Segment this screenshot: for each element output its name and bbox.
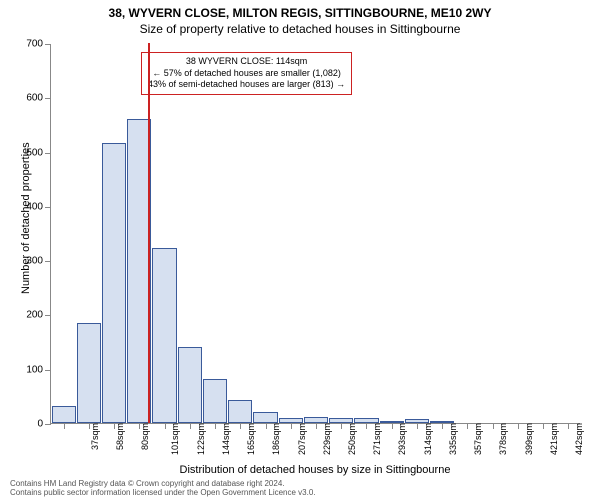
y-tick <box>45 424 51 425</box>
y-tick-label: 0 <box>37 419 43 430</box>
footer-line-2: Contains public sector information licen… <box>10 488 316 498</box>
footer-text: Contains HM Land Registry data © Crown c… <box>10 479 316 498</box>
x-tick-label: 229sqm <box>322 423 332 455</box>
x-tick <box>139 423 140 429</box>
y-tick-label: 500 <box>26 147 43 158</box>
annotation-line-1: 38 WYVERN CLOSE: 114sqm <box>148 56 345 68</box>
histogram-bar <box>102 143 126 423</box>
x-tick-label: 144sqm <box>221 423 231 455</box>
y-tick-label: 600 <box>26 93 43 104</box>
histogram-bar <box>52 406 76 423</box>
footer-line-1: Contains HM Land Registry data © Crown c… <box>10 479 316 489</box>
y-tick-label: 300 <box>26 256 43 267</box>
histogram-bar <box>253 412 277 423</box>
chart-area: 38 WYVERN CLOSE: 114sqm ← 57% of detache… <box>50 44 580 424</box>
chart-title-1: 38, WYVERN CLOSE, MILTON REGIS, SITTINGB… <box>0 6 600 20</box>
x-tick-label: 37sqm <box>90 423 100 450</box>
x-tick <box>518 423 519 429</box>
y-tick <box>45 207 51 208</box>
x-tick-label: 335sqm <box>448 423 458 455</box>
y-tick-label: 100 <box>26 364 43 375</box>
x-tick-label: 58sqm <box>115 423 125 450</box>
x-tick <box>442 423 443 429</box>
x-tick <box>114 423 115 429</box>
x-tick-label: 421sqm <box>549 423 559 455</box>
x-tick <box>89 423 90 429</box>
chart-title-2: Size of property relative to detached ho… <box>0 22 600 36</box>
x-tick <box>291 423 292 429</box>
x-tick-label: 122sqm <box>196 423 206 455</box>
x-tick <box>417 423 418 429</box>
y-tick-label: 400 <box>26 201 43 212</box>
annotation-box: 38 WYVERN CLOSE: 114sqm ← 57% of detache… <box>141 52 352 95</box>
x-tick <box>493 423 494 429</box>
x-tick <box>215 423 216 429</box>
y-tick <box>45 261 51 262</box>
x-tick <box>467 423 468 429</box>
x-tick <box>190 423 191 429</box>
x-tick <box>543 423 544 429</box>
x-tick-label: 80sqm <box>140 423 150 450</box>
x-tick-label: 186sqm <box>271 423 281 455</box>
x-tick <box>266 423 267 429</box>
x-tick-label: 207sqm <box>297 423 307 455</box>
histogram-bar <box>77 323 101 423</box>
x-tick-label: 314sqm <box>423 423 433 455</box>
x-tick <box>366 423 367 429</box>
y-tick <box>45 153 51 154</box>
y-tick-label: 700 <box>26 39 43 50</box>
x-axis-title: Distribution of detached houses by size … <box>50 464 580 476</box>
x-tick-label: 399sqm <box>524 423 534 455</box>
x-tick <box>341 423 342 429</box>
x-tick-label: 293sqm <box>398 423 408 455</box>
y-tick <box>45 44 51 45</box>
x-tick-label: 250sqm <box>347 423 357 455</box>
x-tick <box>392 423 393 429</box>
x-tick <box>240 423 241 429</box>
y-axis-title: Number of detached properties <box>20 142 32 294</box>
marker-line <box>148 43 150 423</box>
y-tick-label: 200 <box>26 310 43 321</box>
y-tick <box>45 98 51 99</box>
x-tick-label: 442sqm <box>574 423 584 455</box>
x-tick-label: 378sqm <box>498 423 508 455</box>
y-tick <box>45 370 51 371</box>
histogram-bar <box>228 400 252 423</box>
x-tick-label: 101sqm <box>170 423 180 455</box>
x-tick-label: 165sqm <box>246 423 256 455</box>
plot-region: 38 WYVERN CLOSE: 114sqm ← 57% of detache… <box>50 44 580 424</box>
x-tick-label: 271sqm <box>372 423 382 455</box>
x-tick <box>64 423 65 429</box>
histogram-bar <box>178 347 202 423</box>
histogram-bar <box>152 248 176 423</box>
x-tick <box>165 423 166 429</box>
annotation-line-3: 43% of semi-detached houses are larger (… <box>148 79 345 91</box>
x-tick <box>316 423 317 429</box>
x-tick <box>568 423 569 429</box>
annotation-line-2: ← 57% of detached houses are smaller (1,… <box>148 68 345 80</box>
y-tick <box>45 315 51 316</box>
histogram-bar <box>203 379 227 424</box>
x-tick-label: 357sqm <box>473 423 483 455</box>
